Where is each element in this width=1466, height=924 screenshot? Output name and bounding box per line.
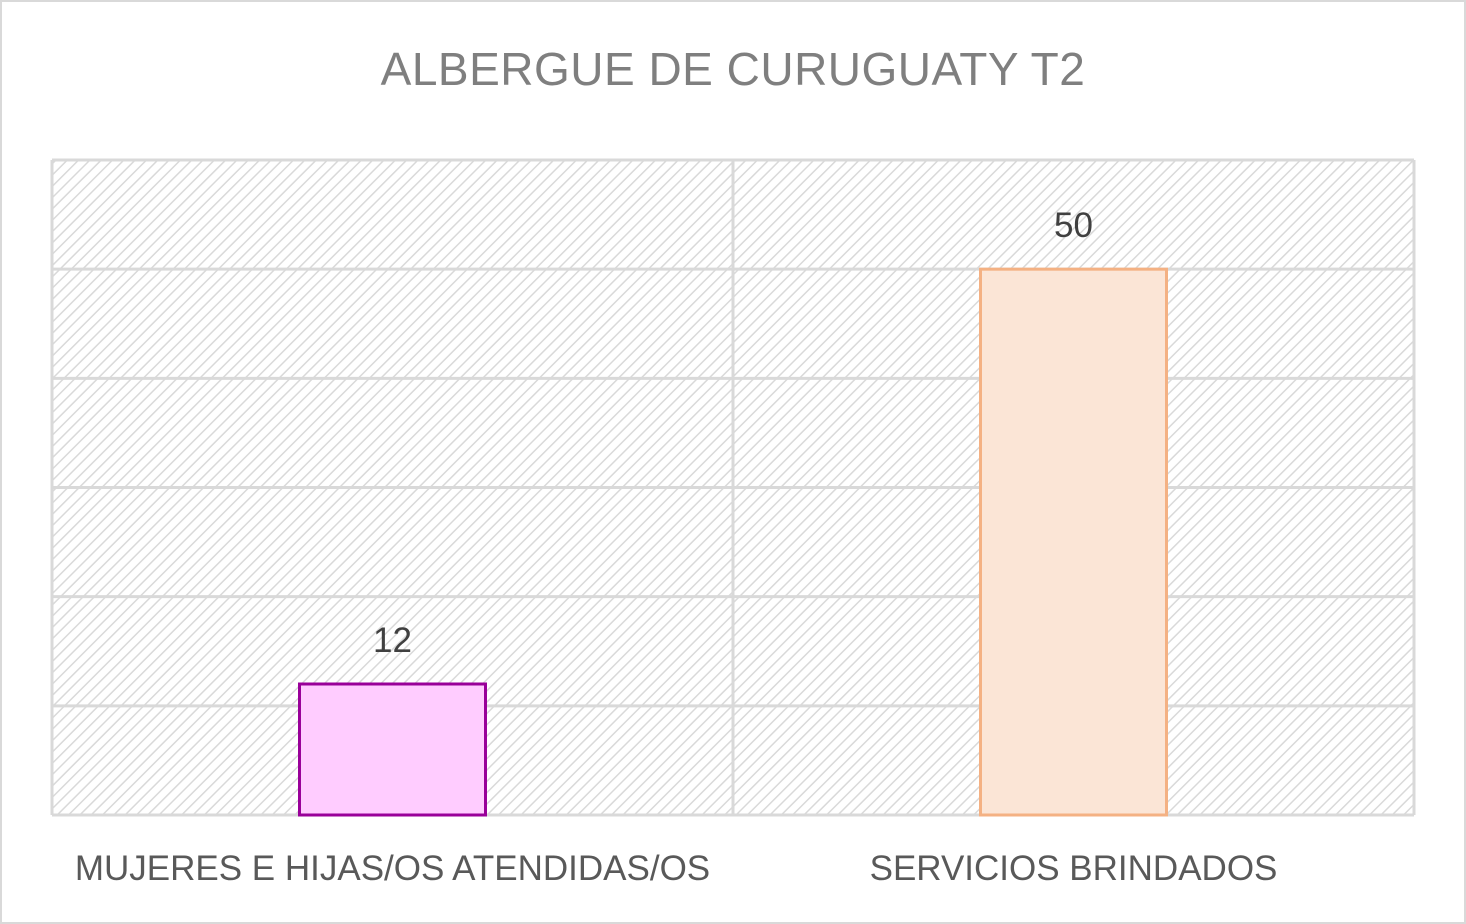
category-label-1: MUJERES E HIJAS/OS ATENDIDAS/OS bbox=[75, 849, 710, 888]
bar-1 bbox=[298, 682, 487, 817]
data-label-1: 12 bbox=[373, 621, 412, 660]
bar-2 bbox=[979, 267, 1168, 817]
data-label-2: 50 bbox=[1054, 206, 1093, 245]
chart-title: ALBERGUE DE CURUGUATY T2 bbox=[380, 43, 1086, 95]
category-label-2: SERVICIOS BRINDADOS bbox=[870, 849, 1278, 888]
